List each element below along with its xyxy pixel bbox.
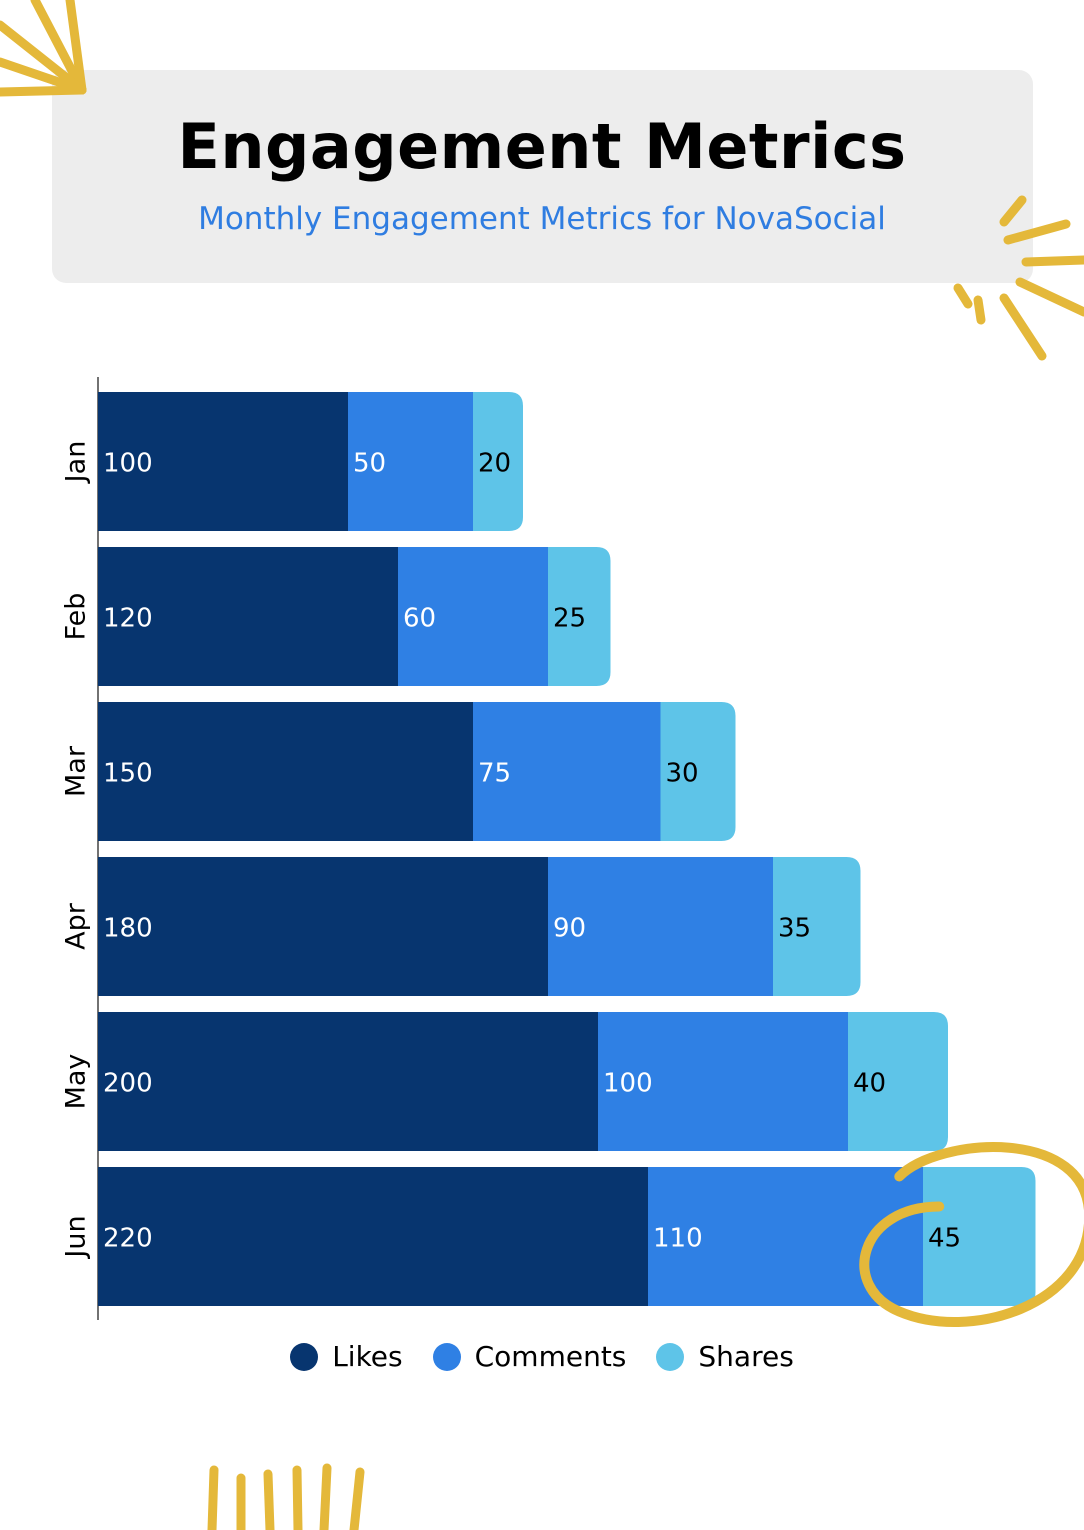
bar-likes-apr — [98, 857, 548, 996]
bar-comments-apr — [548, 857, 773, 996]
category-label-jun: Jun — [61, 1215, 92, 1259]
bar-stack-jan — [98, 392, 523, 531]
chart-subtitle: Monthly Engagement Metrics for NovaSocia… — [198, 201, 886, 237]
chart-legend: Likes Comments Shares — [0, 1340, 1084, 1373]
bar-stack-may — [98, 1012, 948, 1151]
legend-label: Likes — [332, 1340, 403, 1373]
data-label-shares-may: 40 — [853, 1069, 886, 1099]
bar-comments-mar — [473, 702, 661, 841]
bar-likes-feb — [98, 547, 398, 686]
legend-swatch-comments — [432, 1342, 461, 1371]
chart-title: Engagement Metrics — [177, 110, 907, 183]
bar-shares-feb — [548, 547, 611, 686]
data-label-comments-mar: 75 — [478, 759, 511, 789]
bar-shares-jun — [923, 1167, 1036, 1306]
data-label-comments-jun: 110 — [653, 1224, 703, 1254]
data-label-likes-apr: 180 — [103, 914, 153, 944]
data-label-likes-jun: 220 — [103, 1224, 153, 1254]
category-label-may: May — [61, 1054, 92, 1110]
data-label-likes-feb: 120 — [103, 604, 153, 634]
category-label-mar: Mar — [61, 745, 92, 797]
bar-comments-jan — [348, 392, 473, 531]
data-label-comments-feb: 60 — [403, 604, 436, 634]
data-label-comments-apr: 90 — [553, 914, 586, 944]
data-label-shares-feb: 25 — [553, 604, 586, 634]
legend-item-comments: Comments — [432, 1340, 627, 1373]
data-label-shares-apr: 35 — [778, 914, 811, 944]
data-label-shares-mar: 30 — [666, 759, 699, 789]
legend-item-likes: Likes — [290, 1340, 403, 1373]
bar-shares-jan — [473, 392, 523, 531]
data-label-shares-jan: 20 — [478, 449, 511, 479]
bar-comments-may — [598, 1012, 848, 1151]
legend-item-shares: Shares — [656, 1340, 794, 1373]
highlight-swirl — [859, 1142, 1084, 1327]
bar-stack-feb — [98, 547, 611, 686]
legend-swatch-likes — [290, 1342, 319, 1371]
legend-label: Shares — [698, 1340, 794, 1373]
data-label-shares-jun: 45 — [928, 1224, 961, 1254]
bar-likes-mar — [98, 702, 473, 841]
bar-shares-may — [848, 1012, 948, 1151]
bar-shares-apr — [773, 857, 861, 996]
category-label-feb: Feb — [61, 593, 92, 641]
bar-shares-mar — [660, 702, 736, 841]
bar-likes-jan — [98, 392, 348, 531]
header-card — [52, 70, 1033, 283]
bar-stack-mar — [98, 702, 736, 841]
data-label-comments-may: 100 — [603, 1069, 653, 1099]
category-label-jan: Jan — [61, 441, 92, 485]
bar-stack-jun — [98, 1167, 1036, 1306]
category-label-apr: Apr — [61, 902, 92, 950]
legend-swatch-shares — [656, 1342, 685, 1371]
bar-likes-jun — [98, 1167, 648, 1306]
legend-label: Comments — [474, 1340, 627, 1373]
data-label-likes-may: 200 — [103, 1069, 153, 1099]
data-label-likes-jan: 100 — [103, 449, 153, 479]
data-label-comments-jan: 50 — [353, 449, 386, 479]
bar-stack-apr — [98, 857, 861, 996]
data-label-likes-mar: 150 — [103, 759, 153, 789]
bar-comments-feb — [398, 547, 548, 686]
bar-likes-may — [98, 1012, 598, 1151]
